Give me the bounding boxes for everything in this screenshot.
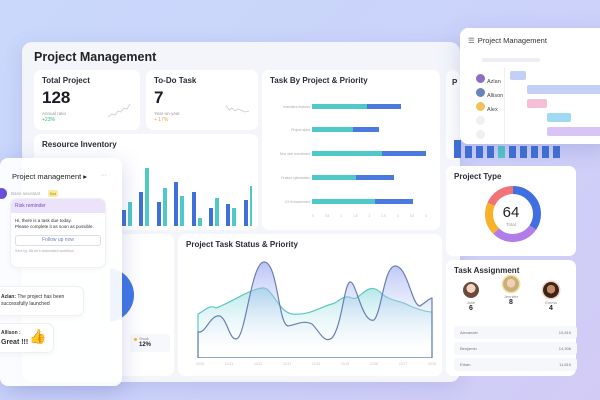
total-project-label: Total Project — [42, 76, 90, 85]
bar-label: Feature optimization — [281, 176, 310, 180]
gantt-person-azlan[interactable]: Azlan — [476, 70, 516, 85]
gantt-person-alex[interactable]: Alex — [476, 98, 516, 113]
bar-row — [312, 199, 413, 204]
project-type-donut — [485, 186, 541, 242]
bar-row — [312, 104, 401, 109]
gantt-divider — [504, 68, 505, 144]
gantt-bar[interactable] — [527, 85, 600, 94]
project-type-card: Project Type 64 Total — [446, 166, 576, 256]
task-status-card: Project Task Status & Priority 10.20 10.… — [178, 234, 442, 376]
sparkline-icon — [226, 104, 250, 113]
avatar — [463, 282, 479, 298]
risk-reminder-card: Risk reminder Hi, there is a task due to… — [10, 198, 106, 268]
page-title: Project Management — [34, 50, 157, 64]
resource-inventory-title: Resource Inventory — [42, 140, 117, 149]
more-options-icon[interactable]: ··· — [100, 172, 107, 179]
chat-title[interactable]: Project management ▸ — [12, 172, 88, 181]
thumbs-up-icon: 👍 — [29, 328, 47, 344]
gantt-bar[interactable] — [547, 113, 571, 122]
reminder-body-1: Hi, there is a task due today. — [15, 218, 72, 223]
bar-label: New user recruitment — [279, 152, 310, 156]
bar-label: UX Enhancement — [285, 200, 310, 204]
annual-ratio-delta: +23% — [42, 117, 55, 123]
sent-by-text: Sent by 18Lee's automated workflow — [15, 249, 74, 253]
task-assignment-card: Task Assignment Julie 6 Jennifer 8 Emma … — [446, 260, 577, 376]
task-by-project-card: Task By Project & Priority Innovative fe… — [262, 70, 440, 230]
gantt-toolbar-placeholder — [482, 58, 540, 62]
partial-bar-chart — [454, 138, 574, 158]
donut-total-label: Total — [506, 222, 516, 227]
bar-row — [312, 175, 394, 180]
annual-ratio-label: Annual ratio — [42, 111, 67, 116]
gantt-person-allison[interactable]: Allison — [476, 84, 516, 99]
task-assignment-title: Task Assignment — [454, 266, 520, 275]
avatar — [503, 276, 519, 292]
project-type-title: Project Type — [454, 172, 502, 181]
stuck-legend: Stuck 12% — [130, 334, 170, 352]
total-project-card[interactable]: Total Project 128 Annual ratio +23% — [34, 70, 140, 130]
gantt-bar[interactable] — [547, 127, 600, 136]
assignment-row[interactable]: Benjamin 14,306 — [454, 342, 577, 355]
year-on-year-delta: + 17% — [154, 117, 169, 123]
assignee-julie[interactable]: Julie 6 — [458, 282, 484, 312]
assignment-row[interactable]: Alexander 10,815 — [454, 326, 577, 339]
gantt-panel: ☰ Project Management Azlan Allison Alex — [460, 28, 600, 144]
chat-message: Allison : Great !!! 👍 — [0, 323, 54, 353]
assignment-row[interactable]: Ethan 11,815 — [454, 358, 577, 371]
assignee-jennifer[interactable]: Jennifer 8 — [498, 276, 524, 306]
follow-up-button[interactable]: Follow up now — [15, 235, 101, 246]
avatar — [476, 74, 485, 84]
todo-task-card[interactable]: To-Do Task 7 Year-on-year + 17% — [146, 70, 258, 130]
assistant-avatar — [0, 188, 7, 199]
reminder-body-2: Please complete it as soon as possible. — [15, 224, 94, 229]
gantt-person-placeholder — [476, 112, 485, 130]
avatar — [476, 88, 485, 98]
chat-panel: Project management ▸ ··· Base assistant … — [0, 158, 122, 386]
bar-row — [312, 127, 379, 132]
bar-label: Innovative features — [283, 105, 310, 109]
chat-message: Azlan: The project has been successfully… — [0, 286, 84, 316]
bar-row — [312, 151, 426, 156]
x-axis: 10.20 10.21 10.22 10.23 10.24 10.25 10.2… — [196, 362, 436, 366]
avatar — [476, 102, 485, 112]
task-by-project-title: Task By Project & Priority — [270, 76, 368, 85]
reminder-title: Risk reminder — [11, 199, 105, 213]
bot-badge: Bot — [48, 190, 59, 197]
todo-task-value: 7 — [154, 88, 164, 107]
partial-card: P — [446, 70, 460, 160]
gantt-header: ☰ Project Management — [468, 36, 547, 45]
sparkline-icon — [108, 103, 131, 118]
todo-task-label: To-Do Task — [154, 76, 197, 85]
assignee-emma[interactable]: Emma 4 — [538, 282, 564, 312]
gantt-person-placeholder — [476, 126, 485, 144]
donut-total-value: 64 — [502, 204, 520, 221]
bar-label: Project alpha — [291, 128, 310, 132]
x-axis: 0 0.5 1 1.5 2 2.5 3 3.5 4 — [312, 214, 427, 218]
task-status-chart — [197, 261, 433, 358]
total-project-value: 128 — [42, 88, 71, 107]
avatar — [543, 282, 559, 298]
task-status-title: Project Task Status & Priority — [186, 240, 298, 249]
gantt-bar[interactable] — [527, 99, 547, 108]
menu-collapse-icon[interactable]: ☰ — [468, 36, 475, 45]
sender-name: Base assistant — [11, 191, 41, 196]
year-on-year-label: Year-on-year — [154, 111, 180, 116]
gantt-bar[interactable] — [510, 71, 526, 80]
resource-inventory-chart — [122, 168, 252, 226]
stuck-dot-icon — [134, 338, 137, 341]
